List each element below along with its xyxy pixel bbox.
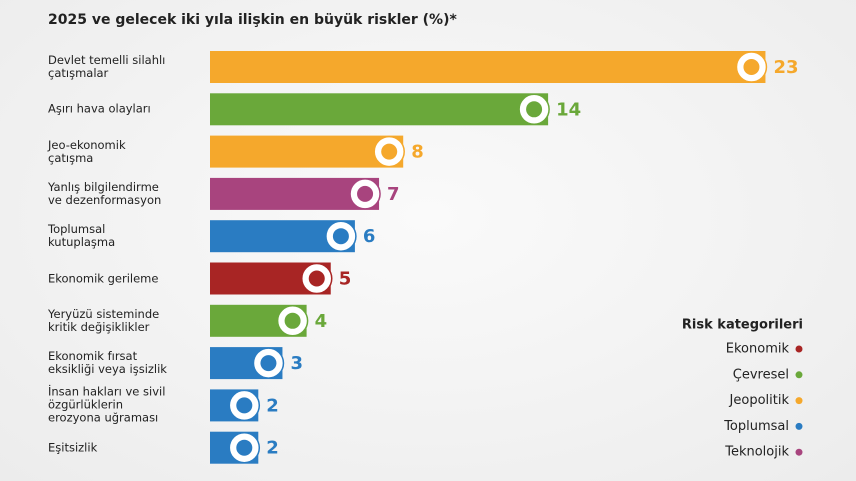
legend-dot xyxy=(795,397,803,405)
bar-icon-inner xyxy=(381,143,398,160)
category-label: Yanlış bilgilendirme ve dezenformasyon xyxy=(48,179,162,207)
chart-title: 2025 ve gelecek iki yıla ilişkin en büyü… xyxy=(48,12,457,28)
value-label: 5 xyxy=(339,269,352,290)
category-label: Toplumsal kutuplaşma xyxy=(48,222,116,250)
bar-icon-inner xyxy=(236,439,253,456)
legend-label: Ekonomik xyxy=(726,342,790,357)
value-label: 7 xyxy=(387,184,400,205)
bar xyxy=(210,51,766,83)
bar-icon-inner xyxy=(284,312,301,329)
legend-dot xyxy=(795,448,803,456)
bar-icon-inner xyxy=(236,397,253,414)
value-label: 4 xyxy=(315,311,328,332)
legend-dot xyxy=(795,422,803,430)
bar-icon-inner xyxy=(526,101,543,118)
legend-title: Risk kategorileri xyxy=(682,318,803,333)
category-label: Devlet temelli silahlı çatışmalar xyxy=(48,53,166,80)
category-label: Yeryüzü sisteminde kritik değişiklikler xyxy=(48,306,160,334)
bar-icon-inner xyxy=(332,228,349,245)
legend-label: Jeopolitik xyxy=(729,393,790,408)
legend-dot xyxy=(795,345,803,353)
value-label: 23 xyxy=(773,57,798,78)
category-label: İnsan hakları ve sivil özgürlüklerin ero… xyxy=(48,384,166,425)
bar-icon-inner xyxy=(357,185,374,202)
bar-icon-inner xyxy=(743,59,760,75)
category-label: Jeo-ekonomik çatışma xyxy=(48,137,126,165)
category-label: Ekonomik fırsat eksikliği veya işsizlik xyxy=(48,349,167,377)
value-label: 6 xyxy=(363,226,376,247)
value-label: 3 xyxy=(290,353,303,374)
bar-icon-inner xyxy=(308,270,325,287)
category-label: Aşırı hava olayları xyxy=(48,101,151,116)
legend-label: Teknolojik xyxy=(724,445,789,460)
category-label: Ekonomik gerileme xyxy=(48,271,159,285)
value-label: 14 xyxy=(556,99,581,120)
legend-label: Toplumsal xyxy=(723,419,789,434)
value-label: 2 xyxy=(266,438,279,459)
legend-dot xyxy=(795,371,803,379)
bar xyxy=(210,135,404,168)
bar xyxy=(210,93,549,126)
category-label: Eşitsizlik xyxy=(48,440,98,455)
value-label: 8 xyxy=(411,142,424,163)
value-label: 2 xyxy=(266,395,279,416)
legend-label: Çevresel xyxy=(733,367,789,382)
bar-icon-inner xyxy=(260,355,277,372)
